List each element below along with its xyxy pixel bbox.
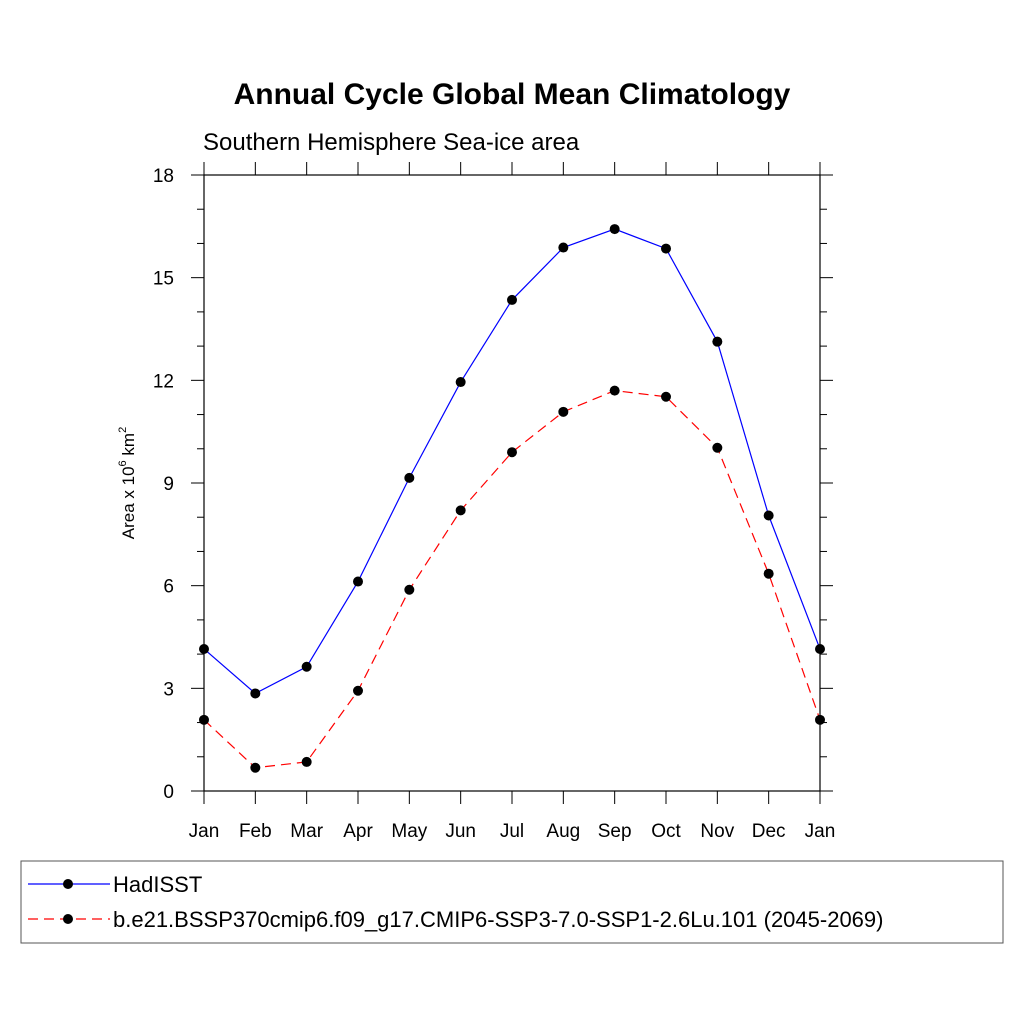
x-tick-label: Nov	[700, 821, 734, 842]
y-tick-label: 18	[153, 166, 174, 187]
y-tick-label: 15	[153, 269, 174, 290]
x-tick-label: Dec	[752, 821, 786, 842]
data-point-s1-0	[199, 714, 209, 725]
x-tick-label: Sep	[598, 821, 632, 842]
plot-frame	[203, 174, 821, 792]
x-tick-label: Jul	[500, 821, 524, 842]
y-tick-label: 9	[163, 474, 174, 495]
data-point-s0-1	[250, 688, 261, 699]
data-point-s0-11	[763, 510, 774, 521]
data-point-s0-2	[301, 661, 312, 672]
y-axis-label-prefix: Area x 10	[119, 466, 138, 539]
data-point-s1-5	[455, 505, 466, 516]
data-point-s0-8	[609, 224, 620, 235]
x-tick-label: Aug	[546, 821, 580, 842]
legend-box	[20, 860, 1004, 944]
y-tick-label: 0	[163, 782, 174, 803]
x-tick-label: Feb	[239, 821, 272, 842]
data-point-s0-10	[712, 336, 723, 347]
data-point-s1-8	[609, 385, 620, 396]
x-tick-label: Jun	[445, 821, 476, 842]
x-tick-label: Jan	[805, 821, 836, 842]
y-tick-label: 3	[163, 679, 174, 700]
plot-area: Jan Feb Mar Apr May Jun Jul Aug Sep Oct Nov Dec Jan 0…	[153, 162, 835, 842]
data-point-s1-2	[301, 756, 312, 767]
y-axis-label: Area x 106 km2	[117, 427, 138, 539]
data-point-s0-12	[815, 643, 825, 654]
data-point-s1-3	[353, 685, 363, 696]
data-point-s1-9	[661, 391, 671, 402]
chart-title: Annual Cycle Global Mean Climatology	[234, 78, 791, 111]
legend: HadISST b.e21.BSSP370cmip6.f09_g17.CMIP6…	[20, 860, 1004, 944]
data-point-s1-1	[250, 762, 261, 773]
legend-label-model: b.e21.BSSP370cmip6.f09_g17.CMIP6-SSP3-7.…	[113, 907, 883, 932]
data-point-s1-11	[763, 568, 774, 579]
data-point-s1-6	[507, 447, 517, 458]
data-point-s1-7	[558, 406, 569, 417]
data-point-s1-10	[712, 442, 723, 453]
x-tick-label: Oct	[651, 821, 681, 842]
data-point-s0-3	[353, 576, 363, 587]
data-point-s0-0	[199, 643, 209, 654]
data-point-s0-4	[404, 472, 415, 483]
x-tick-label: Apr	[343, 821, 373, 842]
data-point-s1-4	[404, 584, 415, 595]
legend-label-hadisst: HadISST	[113, 872, 202, 897]
y-tick-label: 6	[163, 577, 174, 598]
chart-subtitle: Southern Hemisphere Sea-ice area	[203, 129, 580, 156]
data-point-s0-9	[661, 243, 671, 254]
data-point-s0-5	[455, 377, 466, 388]
data-point-s1-12	[815, 714, 825, 725]
x-tick-label: Mar	[290, 821, 323, 842]
y-axis-label-mid: km	[119, 433, 138, 460]
y-axis-label-exp1: 6	[117, 460, 129, 466]
data-point-s0-7	[558, 242, 569, 253]
x-tick-label: Jan	[189, 821, 220, 842]
series-line-1	[203, 389, 821, 769]
y-tick-label: 12	[153, 371, 174, 392]
x-tick-label: May	[391, 821, 427, 842]
legend-marker-hadisst	[63, 879, 73, 889]
data-point-s0-6	[507, 294, 517, 305]
y-axis-label-exp2: 2	[117, 427, 129, 433]
legend-marker-model	[63, 914, 73, 924]
